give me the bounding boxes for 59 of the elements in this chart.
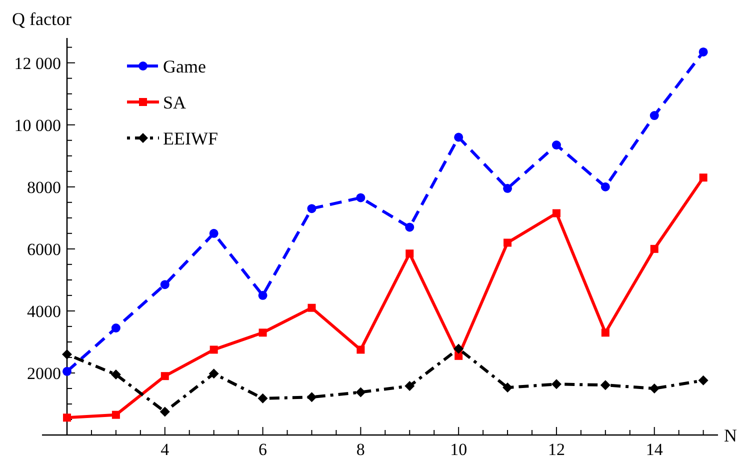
point	[111, 323, 120, 332]
y-tick-label: 12 000	[14, 54, 61, 73]
point	[698, 375, 708, 386]
x-tick-label: 4	[160, 440, 170, 459]
point	[404, 380, 415, 391]
y-tick-label: 6000	[27, 240, 61, 259]
y-tick-label: 10 000	[14, 116, 61, 135]
x-tick-label: 14	[646, 440, 664, 459]
point	[454, 344, 464, 354]
point	[356, 346, 365, 354]
point	[308, 304, 316, 312]
point	[160, 406, 170, 417]
point	[600, 182, 610, 192]
point	[600, 380, 610, 390]
point	[601, 328, 610, 337]
point	[650, 244, 658, 253]
point	[698, 47, 708, 56]
point	[209, 228, 218, 238]
point	[160, 280, 170, 290]
point	[503, 184, 512, 193]
point	[699, 174, 708, 182]
point	[112, 410, 120, 419]
point	[210, 346, 218, 354]
legend-label: EEIWF	[163, 128, 218, 148]
x-tick-label: 10	[450, 440, 468, 459]
point	[62, 349, 72, 360]
x-tick-label: 8	[356, 440, 365, 459]
y-axis-title: Q factor	[12, 9, 72, 29]
point	[208, 368, 219, 379]
point	[160, 372, 169, 380]
point	[62, 366, 72, 376]
point	[650, 111, 659, 120]
point	[258, 328, 267, 337]
point	[307, 204, 316, 214]
point	[454, 352, 463, 360]
x-tick-label: 6	[258, 440, 268, 459]
point	[551, 379, 562, 390]
point	[552, 209, 560, 218]
point	[405, 222, 414, 232]
point	[649, 383, 660, 394]
point	[356, 193, 366, 202]
point	[552, 140, 561, 150]
point	[63, 414, 71, 422]
point	[406, 250, 414, 258]
point	[502, 382, 513, 393]
point	[504, 238, 512, 247]
point	[306, 392, 317, 402]
point	[356, 387, 366, 398]
x-tick-label: 12	[548, 440, 565, 459]
y-tick-label: 4000	[27, 302, 61, 321]
legend-label: SA	[163, 92, 186, 112]
y-tick-label: 8000	[27, 178, 61, 197]
point	[454, 132, 464, 142]
legend-label: Game	[163, 56, 206, 76]
x-axis-title: N	[724, 425, 737, 446]
point	[110, 370, 121, 380]
y-tick-label: 2000	[27, 364, 61, 383]
point	[258, 393, 268, 404]
point	[258, 290, 268, 300]
